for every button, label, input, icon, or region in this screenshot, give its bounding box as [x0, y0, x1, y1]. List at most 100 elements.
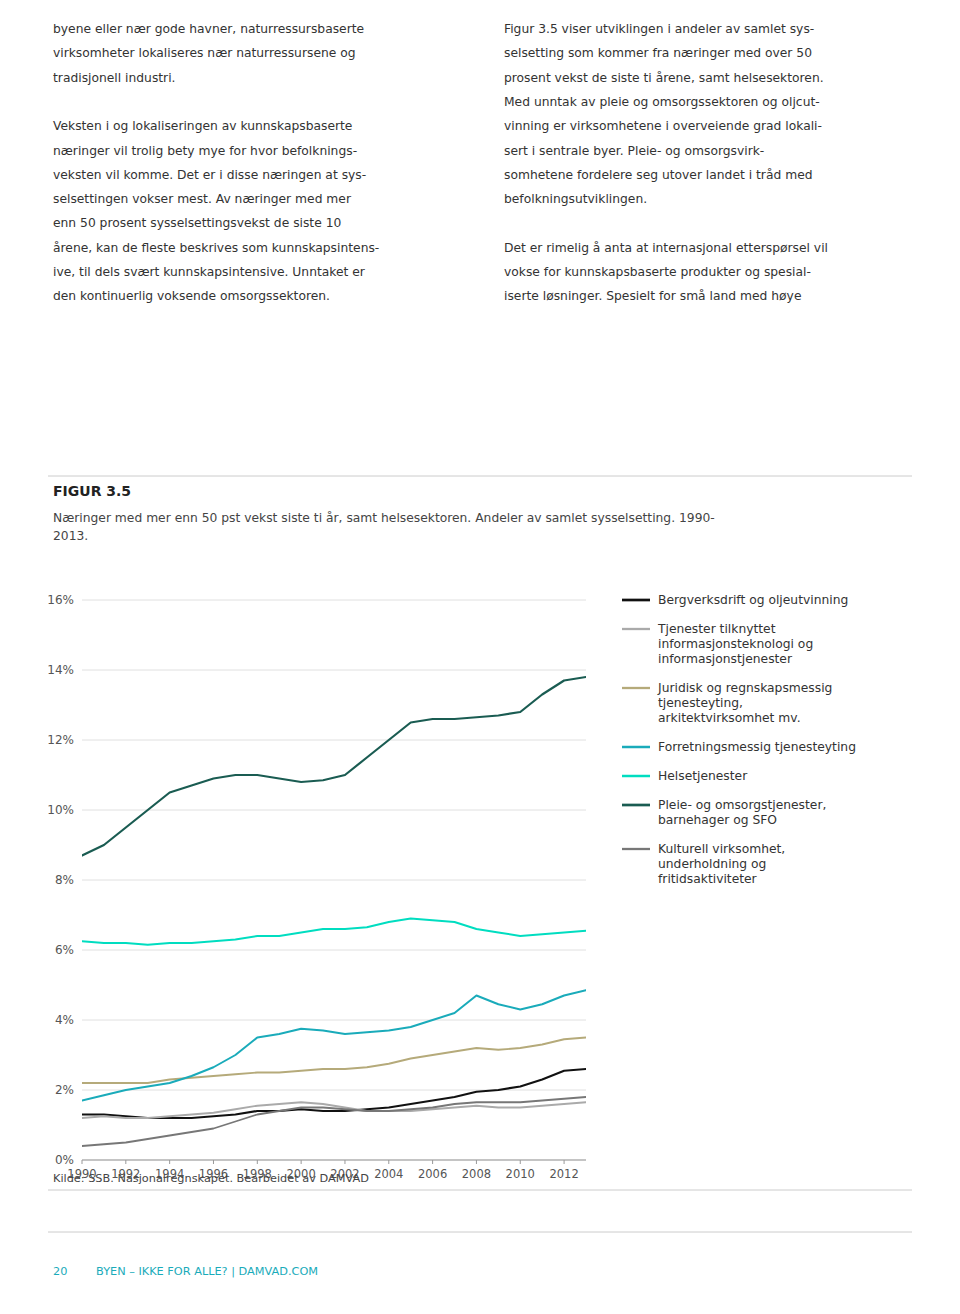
series-line: [82, 1038, 586, 1084]
body-text: selsetting som kommer fra næringer med o…: [504, 46, 812, 60]
body-text: næringer vil trolig bety mye for hvor be…: [53, 144, 357, 158]
separator: [48, 1190, 912, 1191]
body-text: Veksten i og lokaliseringen av kunnskaps…: [53, 119, 352, 133]
x-tick: [344, 1160, 345, 1164]
legend-label: Juridisk og regnskapsmessigtjenesteyting…: [657, 681, 832, 725]
text-line: Tjenester tilknyttet: [657, 622, 776, 636]
body-text: iserte løsninger. Spesielt for små land …: [504, 289, 801, 303]
body-text: vinning er virksomhetene i overveiende g…: [504, 119, 822, 133]
y-tick-label: 8%: [55, 873, 74, 887]
text-line: 2013.: [53, 529, 88, 543]
page: byene eller nær gode havner, naturressur…: [0, 0, 960, 1314]
series-line: [82, 919, 586, 945]
x-tick: [82, 1160, 83, 1164]
grid-line: [82, 670, 586, 671]
y-tick-label: 10%: [47, 803, 74, 817]
x-axis-line: [82, 1160, 586, 1161]
text-line: informasjonstjenester: [658, 652, 793, 666]
text-line: tjenesteyting,: [658, 696, 743, 710]
background: [0, 0, 960, 1314]
source-text: Kilde: SSB. Nasjonalregnskapet. Bearbeid…: [53, 1172, 369, 1185]
legend-swatch: [622, 628, 650, 630]
y-tick-label: 0%: [55, 1153, 74, 1167]
x-tick: [432, 1160, 433, 1164]
footer-text: BYEN – IKKE FOR ALLE? | DAMVAD.COM: [96, 1265, 318, 1278]
x-tick-label: 2008: [462, 1167, 491, 1181]
legend-swatch: [622, 775, 650, 778]
text-line: Pleie- og omsorgstjenester,: [658, 798, 826, 812]
legend-swatch: [622, 599, 650, 602]
body-text: prosent vekst de siste ti årene, samt he…: [504, 71, 824, 85]
legend-swatch: [622, 848, 650, 850]
text-line: Kulturell virksomhet,: [658, 842, 785, 856]
text-line: Næringer med mer enn 50 pst vekst siste …: [53, 511, 715, 525]
text-line: barnehager og SFO: [658, 813, 777, 827]
legend-swatch: [622, 746, 650, 749]
x-tick-label: 2004: [374, 1167, 403, 1181]
x-tick: [564, 1160, 565, 1164]
series-line: [82, 990, 586, 1100]
body-text: tradisjonell industri.: [53, 71, 176, 85]
body-text: somhetene fordelere seg utover landet i …: [504, 168, 813, 182]
y-tick-label: 6%: [55, 943, 74, 957]
grid-line: [82, 1160, 586, 1161]
x-tick: [213, 1160, 214, 1164]
body-text: vokse for kunnskapsbaserte produkter og …: [504, 265, 811, 279]
legend-swatch: [622, 804, 650, 807]
x-tick: [476, 1160, 477, 1164]
legend-label: Helsetjenester: [658, 769, 748, 783]
body-text: veksten vil komme. Det er i disse næring…: [53, 168, 366, 182]
text-line: Bergverksdrift og oljeutvinning: [658, 593, 848, 607]
text-line: Juridisk og regnskapsmessig: [657, 681, 832, 695]
subtitle: Næringer med mer enn 50 pst vekst siste …: [53, 511, 715, 543]
body-text: virksomheter lokaliseres nær naturressur…: [53, 46, 356, 60]
x-tick-label: 2012: [549, 1167, 578, 1181]
x-tick: [388, 1160, 389, 1164]
legend-swatch: [622, 687, 650, 689]
x-tick-label: 2006: [418, 1167, 447, 1181]
y-tick-label: 2%: [55, 1083, 74, 1097]
legend-label: Tjenester tilknyttetinformasjonsteknolog…: [657, 622, 813, 666]
x-tick: [257, 1160, 258, 1164]
x-tick-label: 2010: [506, 1167, 535, 1181]
text-line: arkitektvirksomhet mv.: [658, 711, 801, 725]
series-group: [82, 677, 586, 1146]
text-line: underholdning og: [658, 857, 766, 871]
legend-label: Forretningsmessig tjenesteyting: [658, 740, 856, 754]
y-tick-label: 14%: [47, 663, 74, 677]
legend-label: Bergverksdrift og oljeutvinning: [658, 593, 848, 607]
text-line: Helsetjenester: [658, 769, 748, 783]
separator: [48, 1232, 912, 1233]
body-text: Med unntak av pleie og omsorgssektoren o…: [504, 95, 820, 109]
body-text: ive, til dels svært kunnskapsintensive. …: [53, 265, 366, 279]
x-tick: [301, 1160, 302, 1164]
series-line: [82, 1097, 586, 1146]
legend-label: Kulturell virksomhet,underholdning ogfri…: [658, 842, 785, 886]
text-line: informasjonsteknologi og: [658, 637, 813, 651]
legend: Bergverksdrift og oljeutvinning Tjenester…: [622, 593, 856, 886]
body-text: selsettingen vokser mest. Av næringer me…: [53, 192, 352, 206]
body-text: byene eller nær gode havner, naturressur…: [53, 22, 364, 36]
text-line: Forretningsmessig tjenesteyting: [658, 740, 856, 754]
y-tick-label: 16%: [47, 593, 74, 607]
grid-line: [82, 880, 586, 881]
body-text: Figur 3.5 viser utviklingen i andeler av…: [504, 22, 814, 36]
body-text: enn 50 prosent sysselsettingsvekst de si…: [53, 216, 341, 230]
x-tick: [169, 1160, 170, 1164]
axes: 0%2%4%6%8%10%12%14%16%199019921994199619…: [47, 593, 586, 1181]
body-text: Det er rimelig å anta at internasjonal e…: [504, 241, 828, 255]
footer-number: 20: [53, 1265, 67, 1278]
body-text: befolkningsutviklingen.: [504, 192, 647, 206]
series-line: [82, 1102, 586, 1118]
grid-line: [82, 1020, 586, 1021]
separator: [48, 476, 912, 477]
grid-line: [82, 950, 586, 951]
series-line: [82, 1069, 586, 1118]
y-tick-label: 4%: [55, 1013, 74, 1027]
text-line: fritidsaktiviteter: [658, 872, 758, 886]
body-text: årene, kan de fleste beskrives som kunns…: [53, 241, 379, 255]
grid-line: [82, 600, 586, 601]
body-text: sert i sentrale byer. Pleie- og omsorgsv…: [504, 144, 764, 158]
grid-line: [82, 1090, 586, 1091]
body-text: den kontinuerlig voksende omsorgssektore…: [53, 289, 330, 303]
